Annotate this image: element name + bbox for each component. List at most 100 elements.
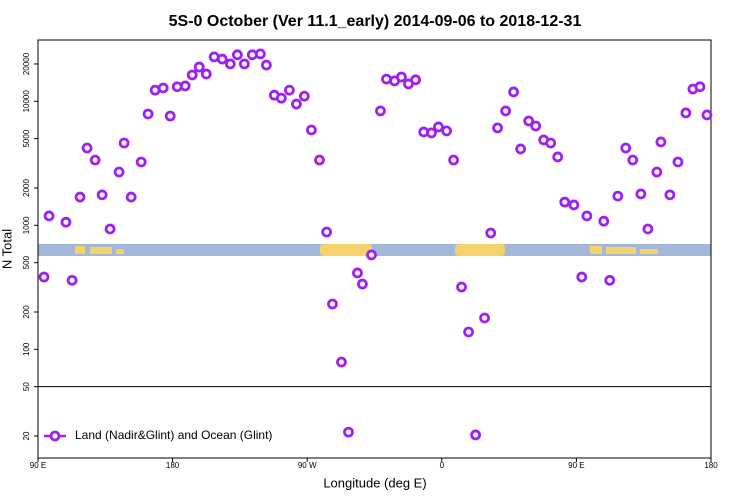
land: [455, 244, 505, 256]
point: [125, 191, 137, 203]
point: [352, 267, 363, 279]
point: [305, 124, 317, 136]
point: [314, 154, 325, 166]
point: [523, 115, 535, 127]
point: [238, 58, 250, 70]
point: [680, 107, 692, 119]
point: [492, 122, 503, 134]
point: [485, 227, 497, 239]
y-tick-label: 500: [22, 255, 31, 269]
point: [216, 53, 228, 65]
point: [470, 429, 481, 441]
point: [576, 271, 588, 283]
point: [375, 105, 386, 117]
point: [694, 81, 706, 93]
ocean-band: [38, 244, 711, 256]
point: [664, 189, 676, 201]
y-tick-label: 100: [22, 342, 31, 356]
point: [74, 191, 86, 203]
legend-marker: [49, 430, 61, 442]
y-tick-label: 2000: [22, 179, 31, 197]
point: [479, 312, 490, 324]
x-tick-label: 180: [704, 461, 718, 470]
point: [254, 48, 266, 60]
point: [545, 137, 557, 149]
x-tick-label: 90 E: [568, 461, 584, 470]
point: [336, 356, 347, 368]
point: [104, 223, 116, 235]
point: [448, 154, 460, 166]
land: [116, 249, 124, 254]
chart-title: 5S-0 October (Ver 11.1_early) 2014-09-06…: [169, 13, 582, 30]
y-tick-label: 5000: [22, 129, 31, 147]
point: [327, 298, 338, 310]
point: [284, 84, 295, 96]
x-tick-label: 90 W: [298, 461, 317, 470]
point: [66, 274, 78, 286]
point: [701, 109, 713, 121]
point: [200, 68, 212, 80]
point: [581, 210, 593, 222]
point: [291, 98, 302, 110]
point: [604, 274, 616, 286]
land: [590, 246, 602, 254]
point: [224, 58, 236, 70]
point: [38, 271, 50, 283]
point: [164, 110, 176, 122]
y-tick-label: 20: [22, 431, 31, 440]
land: [90, 247, 112, 254]
point: [598, 215, 610, 227]
legend-label: Land (Nadir&Glint) and Ocean (Glint): [75, 428, 272, 442]
y-tick-label: 10000: [22, 90, 31, 113]
point: [396, 71, 407, 83]
point: [612, 190, 624, 202]
point: [433, 121, 444, 133]
point: [515, 143, 527, 155]
point: [186, 69, 198, 81]
point: [530, 120, 542, 132]
point: [441, 125, 452, 137]
point: [642, 223, 654, 235]
land: [320, 244, 372, 256]
point: [157, 82, 169, 94]
point: [275, 92, 287, 104]
point: [231, 49, 243, 61]
y-tick-label: 200: [22, 305, 31, 319]
y-axis-label: N Total: [0, 229, 14, 269]
land: [640, 249, 658, 254]
point: [260, 59, 272, 71]
point: [43, 210, 55, 222]
point: [89, 154, 101, 166]
point: [627, 154, 639, 166]
point: [426, 127, 437, 139]
point: [410, 74, 422, 86]
point: [135, 156, 147, 168]
point: [366, 249, 377, 261]
x-tick-label: 90 E: [30, 461, 46, 470]
point: [96, 189, 108, 201]
point: [298, 90, 310, 102]
point: [559, 196, 571, 208]
y-tick-label: 50: [22, 382, 31, 391]
point: [113, 166, 125, 178]
point: [343, 426, 354, 438]
point: [356, 278, 368, 290]
point: [321, 226, 333, 238]
point: [118, 137, 130, 149]
point: [552, 151, 564, 163]
point: [620, 142, 632, 154]
point: [635, 188, 647, 200]
point: [568, 199, 580, 211]
land: [606, 247, 636, 254]
x-tick-label: 0: [440, 461, 445, 470]
point: [508, 86, 519, 98]
point: [655, 136, 667, 148]
x-tick-label: 180: [166, 461, 180, 470]
point: [81, 142, 93, 154]
point: [672, 156, 684, 168]
point: [193, 61, 205, 73]
plot-frame: [37, 39, 712, 459]
y-tick-label: 20000: [22, 52, 31, 75]
x-axis-label: Longitude (deg E): [323, 475, 426, 490]
